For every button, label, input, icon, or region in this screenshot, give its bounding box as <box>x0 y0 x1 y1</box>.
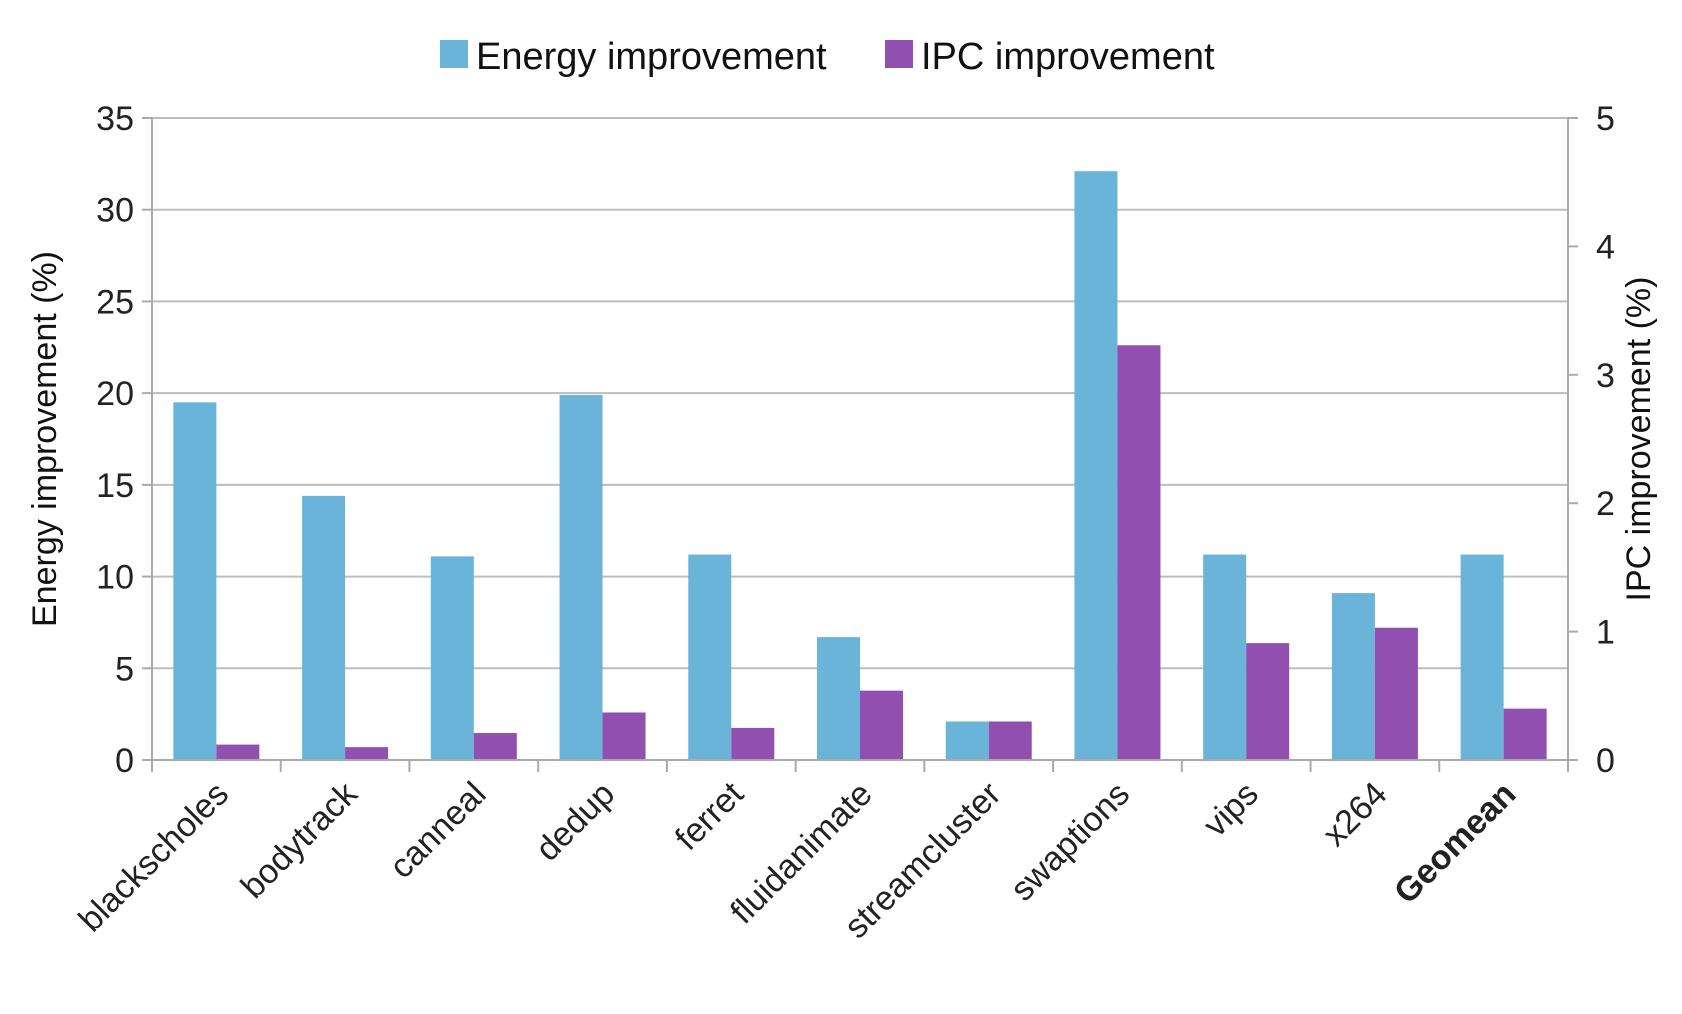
x-tick-label: canneal <box>382 775 493 886</box>
legend: Energy improvement IPC improvement <box>440 36 1215 78</box>
x-tick-label: Geomean <box>1387 775 1523 911</box>
bar-energy-bodytrack <box>302 495 346 760</box>
bar-ipc-x264 <box>1374 627 1418 760</box>
x-ticks <box>151 760 1569 772</box>
y-tick-label-right: 3 <box>1596 357 1615 395</box>
y-tick-label-left: 15 <box>96 467 134 505</box>
y-tick-label-left: 0 <box>115 742 134 780</box>
bar-ipc-streamcluster <box>988 721 1032 760</box>
bar-ipc-swaptions <box>1117 345 1161 760</box>
y-ticks-left: 0 5 10 15 20 25 30 35 <box>96 100 152 780</box>
bar-ipc-blackscholes <box>216 744 260 760</box>
y-tick-label-left: 30 <box>96 192 134 230</box>
bar-energy-fluidanimate <box>817 637 860 760</box>
bar-ipc-bodytrack <box>345 747 389 760</box>
bar-energy-dedup <box>559 394 603 760</box>
axes <box>151 118 1569 761</box>
y-tick-label-right: 4 <box>1596 228 1615 266</box>
legend-label-energy: Energy improvement <box>476 36 827 78</box>
y-axis-title-right: IPC improvement (%) <box>1620 277 1658 602</box>
y-tick-label-right: 0 <box>1596 742 1615 780</box>
y-tick-label-left: 25 <box>96 283 134 321</box>
y-tick-label-left: 20 <box>96 375 134 413</box>
x-tick-label: ferret <box>668 774 751 857</box>
bar-energy-vips <box>1203 554 1247 760</box>
bar-ipc-geomean <box>1503 708 1547 760</box>
y-tick-label-left: 5 <box>115 650 134 688</box>
y-ticks-right: 0 1 2 3 4 5 <box>1568 100 1615 780</box>
legend-label-ipc: IPC improvement <box>921 36 1215 78</box>
x-tick-label: bodytrack <box>234 774 366 906</box>
bar-ipc-vips <box>1246 643 1290 760</box>
bar-ipc-fluidanimate <box>860 690 903 760</box>
legend-swatch-energy <box>440 40 468 68</box>
bar-energy-blackscholes <box>173 402 217 760</box>
x-tick-label: vips <box>1196 775 1266 845</box>
bar-energy-swaptions <box>1074 171 1118 761</box>
bars <box>173 171 1547 761</box>
y-tick-label-left: 10 <box>96 559 134 597</box>
x-tick-label: dedup <box>528 775 622 869</box>
bar-energy-x264 <box>1331 593 1375 760</box>
bar-energy-canneal <box>430 556 474 760</box>
y-tick-label-right: 5 <box>1596 100 1615 138</box>
grid-lines <box>152 117 1568 670</box>
bar-ipc-canneal <box>473 733 517 760</box>
bar-ipc-ferret <box>731 727 775 760</box>
x-tick-label: blackscholes <box>72 775 237 940</box>
y-tick-label-right: 2 <box>1596 485 1615 523</box>
bar-ipc-dedup <box>602 712 646 760</box>
x-tick-label: swaptions <box>1003 775 1137 909</box>
legend-swatch-ipc <box>885 40 913 68</box>
bar-energy-geomean <box>1460 554 1504 760</box>
bar-energy-ferret <box>688 554 732 760</box>
bar-energy-streamcluster <box>945 721 989 760</box>
x-tick-label: x264 <box>1316 775 1395 854</box>
y-tick-label-left: 35 <box>96 100 134 138</box>
y-tick-label-right: 1 <box>1596 614 1615 652</box>
y-axis-title-left: Energy improvement (%) <box>26 251 64 627</box>
